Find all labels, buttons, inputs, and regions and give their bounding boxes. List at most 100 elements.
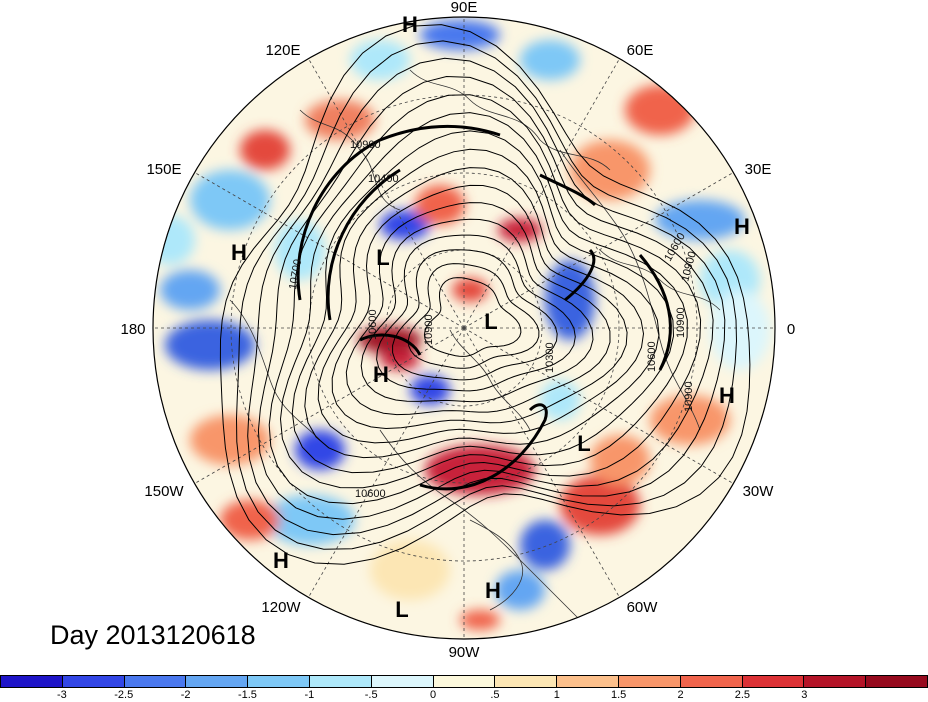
anomaly-patch [460,610,500,630]
height-contour-line [279,112,688,489]
meridian-line [463,172,734,329]
meridian-line [308,58,465,329]
lon-label-30w: 30W [743,483,775,500]
height-contour-line [219,24,751,565]
graticule [153,17,775,639]
jet-contours [296,124,672,491]
meridian-line [463,327,620,598]
lon-label-120w: 120W [261,599,301,616]
lon-label-60e: 60E [627,42,654,59]
low-pressure-label: L [484,309,497,334]
contour-label: 10900 [350,139,381,151]
anomaly-patch [410,375,450,405]
anomaly-patch [190,170,270,230]
anomaly-patch [165,320,255,370]
anomaly-patch [495,570,545,610]
colorbar-swatch [618,676,681,687]
contour-label: 10400 [368,173,399,185]
height-contour-line [423,277,522,357]
colorbar-swatch [804,676,867,687]
colorbar-swatch [371,676,434,687]
height-contour-line [407,263,540,369]
contour-label: 10300 [544,342,556,373]
low-pressure-label: L [577,431,590,456]
contour-label: 10600 [355,488,386,500]
colorbar-tick-label: .5 [490,689,500,701]
lon-label-90w: 90W [449,644,481,661]
anomaly-patch [305,100,375,140]
anomaly-patch [220,500,280,540]
meridian-line [194,172,465,329]
contour-label: 10600 [367,309,379,340]
colorbar-tick-label: 1.5 [611,689,627,701]
anomaly-patch [520,40,580,80]
colorbar-swatch [742,676,805,687]
anomaly-patch [420,20,500,50]
lon-label-60w: 60W [627,599,659,616]
colorbar-swatch [124,676,187,687]
date-label: Day 2013120618 [50,620,256,650]
height-contour-line [291,130,675,474]
anomaly-patch [295,430,345,470]
colorbar-tick-label: 2 [677,689,684,701]
anomaly-patch [358,326,422,354]
height-contour-line [376,234,576,392]
longitude-labels: 90E 60E 30E 0 30W 60W 90W 120W 150W 180 … [120,0,795,661]
height-contour-line [331,184,628,430]
height-contour-line [257,75,714,520]
high-pressure-label: H [485,578,501,603]
colorbar-tick-label: -1 [304,689,315,701]
lon-label-90e: 90E [451,0,478,16]
lon-label-150e: 150E [146,161,181,178]
anomaly-patch [350,40,410,80]
height-contour-line [392,249,558,381]
anomaly-patch [380,210,430,240]
colorbar-ticks: -3 -2.5 -2 -1.5 -1 -.5 0 .5 1 1.5 2 2.5 3 [0,688,928,702]
anomaly-patch [452,278,488,302]
map-boundary [152,16,776,640]
height-contour-line [235,40,738,550]
anomaly-patch [625,85,695,135]
lon-label-120e: 120E [265,42,300,59]
lon-label-30e: 30E [745,161,772,178]
colorbar-tick-label: -.5 [364,689,378,701]
low-pressure-label: L [395,597,408,622]
colorbar-tick-label: 1 [553,689,560,701]
colorbar-swatch [557,676,619,687]
lon-label-180: 180 [120,321,145,338]
latitude-circle [308,172,620,484]
contour-label: 10900 [675,307,687,338]
high-pressure-label: H [734,214,750,239]
pressure-center-labels: H H H H H H H L L L L [231,12,750,622]
colorbar-swatch [495,676,558,687]
colorbar-swatch [866,676,927,687]
meridian-line [463,327,734,484]
high-pressure-label: H [373,362,389,387]
height-contour-line [304,148,660,459]
contour-label: 10700 [287,258,304,290]
height-contour-line [317,167,645,444]
colorbar-swatch [309,676,372,687]
meridian-line [463,58,620,329]
colorbar-tick-label: 3 [801,689,808,701]
anomaly-patch [265,495,355,545]
anomaly-patch [415,185,465,225]
colorbar-swatch [186,676,249,687]
colorbar-swatch [433,676,496,687]
high-pressure-label: H [273,548,289,573]
colorbar-tick-label: -1.5 [237,689,257,701]
colorbar-swatches [0,675,928,688]
anomaly-patch [190,415,270,465]
height-contours [219,24,751,565]
latitude-circle [230,94,698,562]
anomaly-patch [370,540,450,600]
anomaly-patch [380,350,420,370]
lon-label-0: 0 [787,321,795,338]
height-contour-line [345,202,611,416]
anomaly-patch [498,218,542,242]
high-pressure-label: H [231,240,247,265]
colorbar-tick-label: 0 [430,689,437,701]
height-contour-line [360,218,594,403]
polar-stereographic-map: 10900 10400 10600 10700 10900 10300 1060… [120,0,795,661]
high-pressure-label: H [719,383,735,408]
